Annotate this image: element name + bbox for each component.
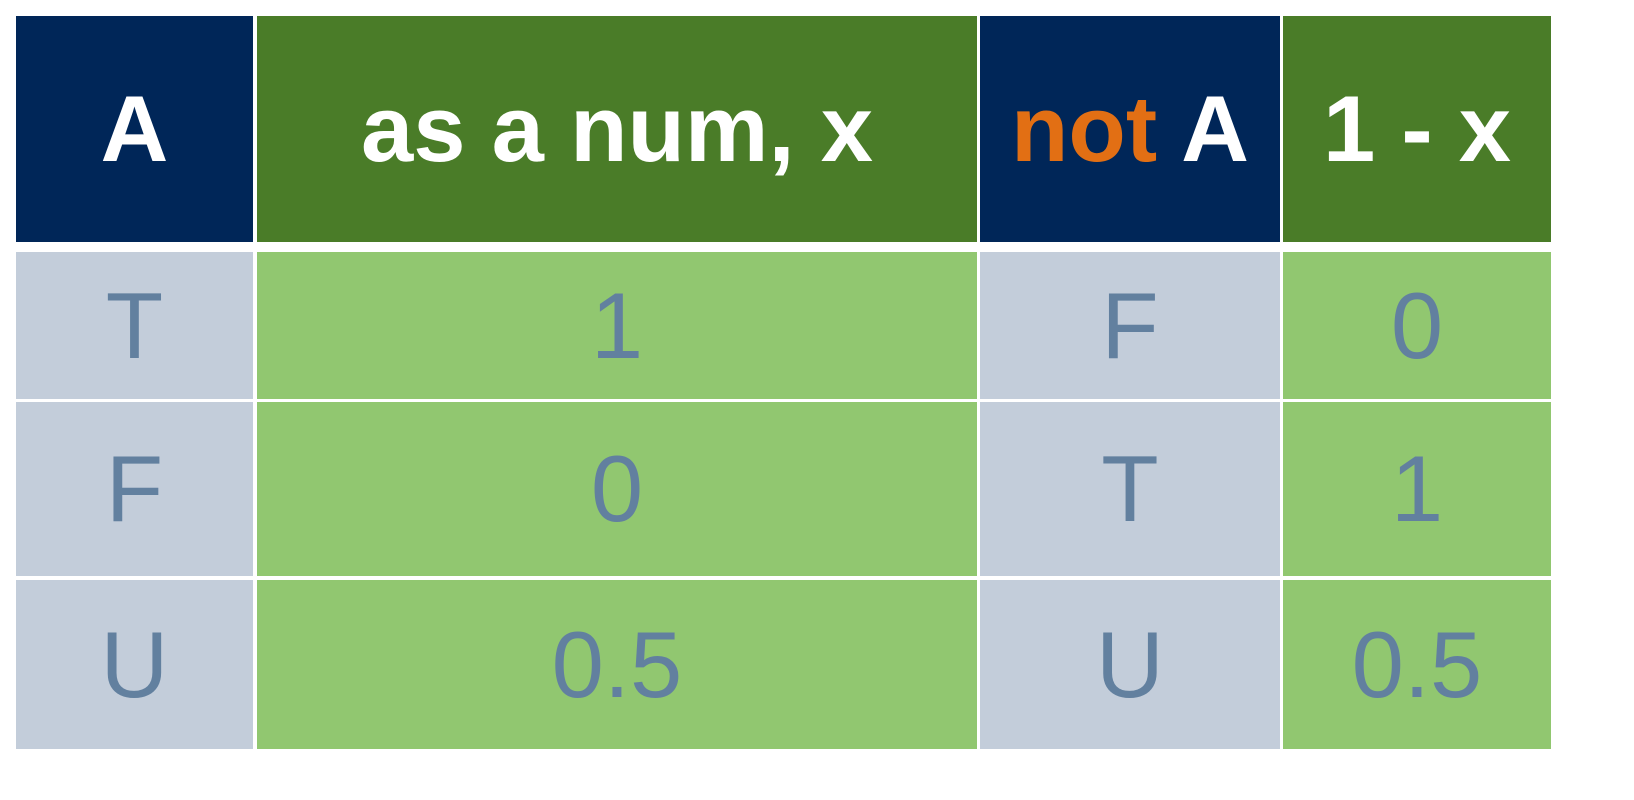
truth-table: A as a num, x not A 1 - x T 1 F 0 F 0 T 1…	[16, 16, 1618, 781]
header-not-var: A	[1181, 76, 1250, 181]
row-2-not-a: T	[980, 402, 1280, 576]
header-one-minus-x-label: 1 - x	[1322, 76, 1512, 181]
row-3-x-value: 0.5	[551, 611, 683, 717]
header-as-a-num-label: as a num, x	[361, 76, 873, 181]
row-1-one-minus-x: 0	[1283, 252, 1551, 399]
row-2-a-value: F	[105, 436, 164, 541]
row-3-x: 0.5	[257, 580, 977, 749]
row-2-a: F	[16, 402, 253, 576]
row-1-one-minus-x-value: 0	[1390, 272, 1444, 378]
row-3-not-a: U	[980, 580, 1280, 749]
row-2-one-minus-x-value: 1	[1390, 436, 1444, 541]
row-3-a: U	[16, 580, 253, 749]
row-3-one-minus-x-value: 0.5	[1351, 611, 1483, 717]
row-1-not-a: F	[980, 252, 1280, 399]
header-not-a: not A	[980, 16, 1280, 242]
row-1-x: 1	[257, 252, 977, 399]
header-not-word: not	[1010, 76, 1158, 181]
row-1-not-a-value: F	[1101, 272, 1159, 378]
header-as-a-num: as a num, x	[257, 16, 977, 242]
row-1-a: T	[16, 252, 253, 399]
row-2-one-minus-x: 1	[1283, 402, 1551, 576]
row-2-x: 0	[257, 402, 977, 576]
header-a: A	[16, 16, 253, 242]
row-2-not-a-value: T	[1101, 436, 1159, 541]
row-2-x-value: 0	[590, 436, 644, 541]
row-3-a-value: U	[100, 611, 169, 717]
row-1-a-value: T	[105, 272, 164, 378]
header-one-minus-x: 1 - x	[1283, 16, 1551, 242]
row-1-x-value: 1	[590, 272, 644, 378]
row-3-one-minus-x: 0.5	[1283, 580, 1551, 749]
row-3-not-a-value: U	[1096, 611, 1164, 717]
header-a-label: A	[100, 76, 169, 181]
